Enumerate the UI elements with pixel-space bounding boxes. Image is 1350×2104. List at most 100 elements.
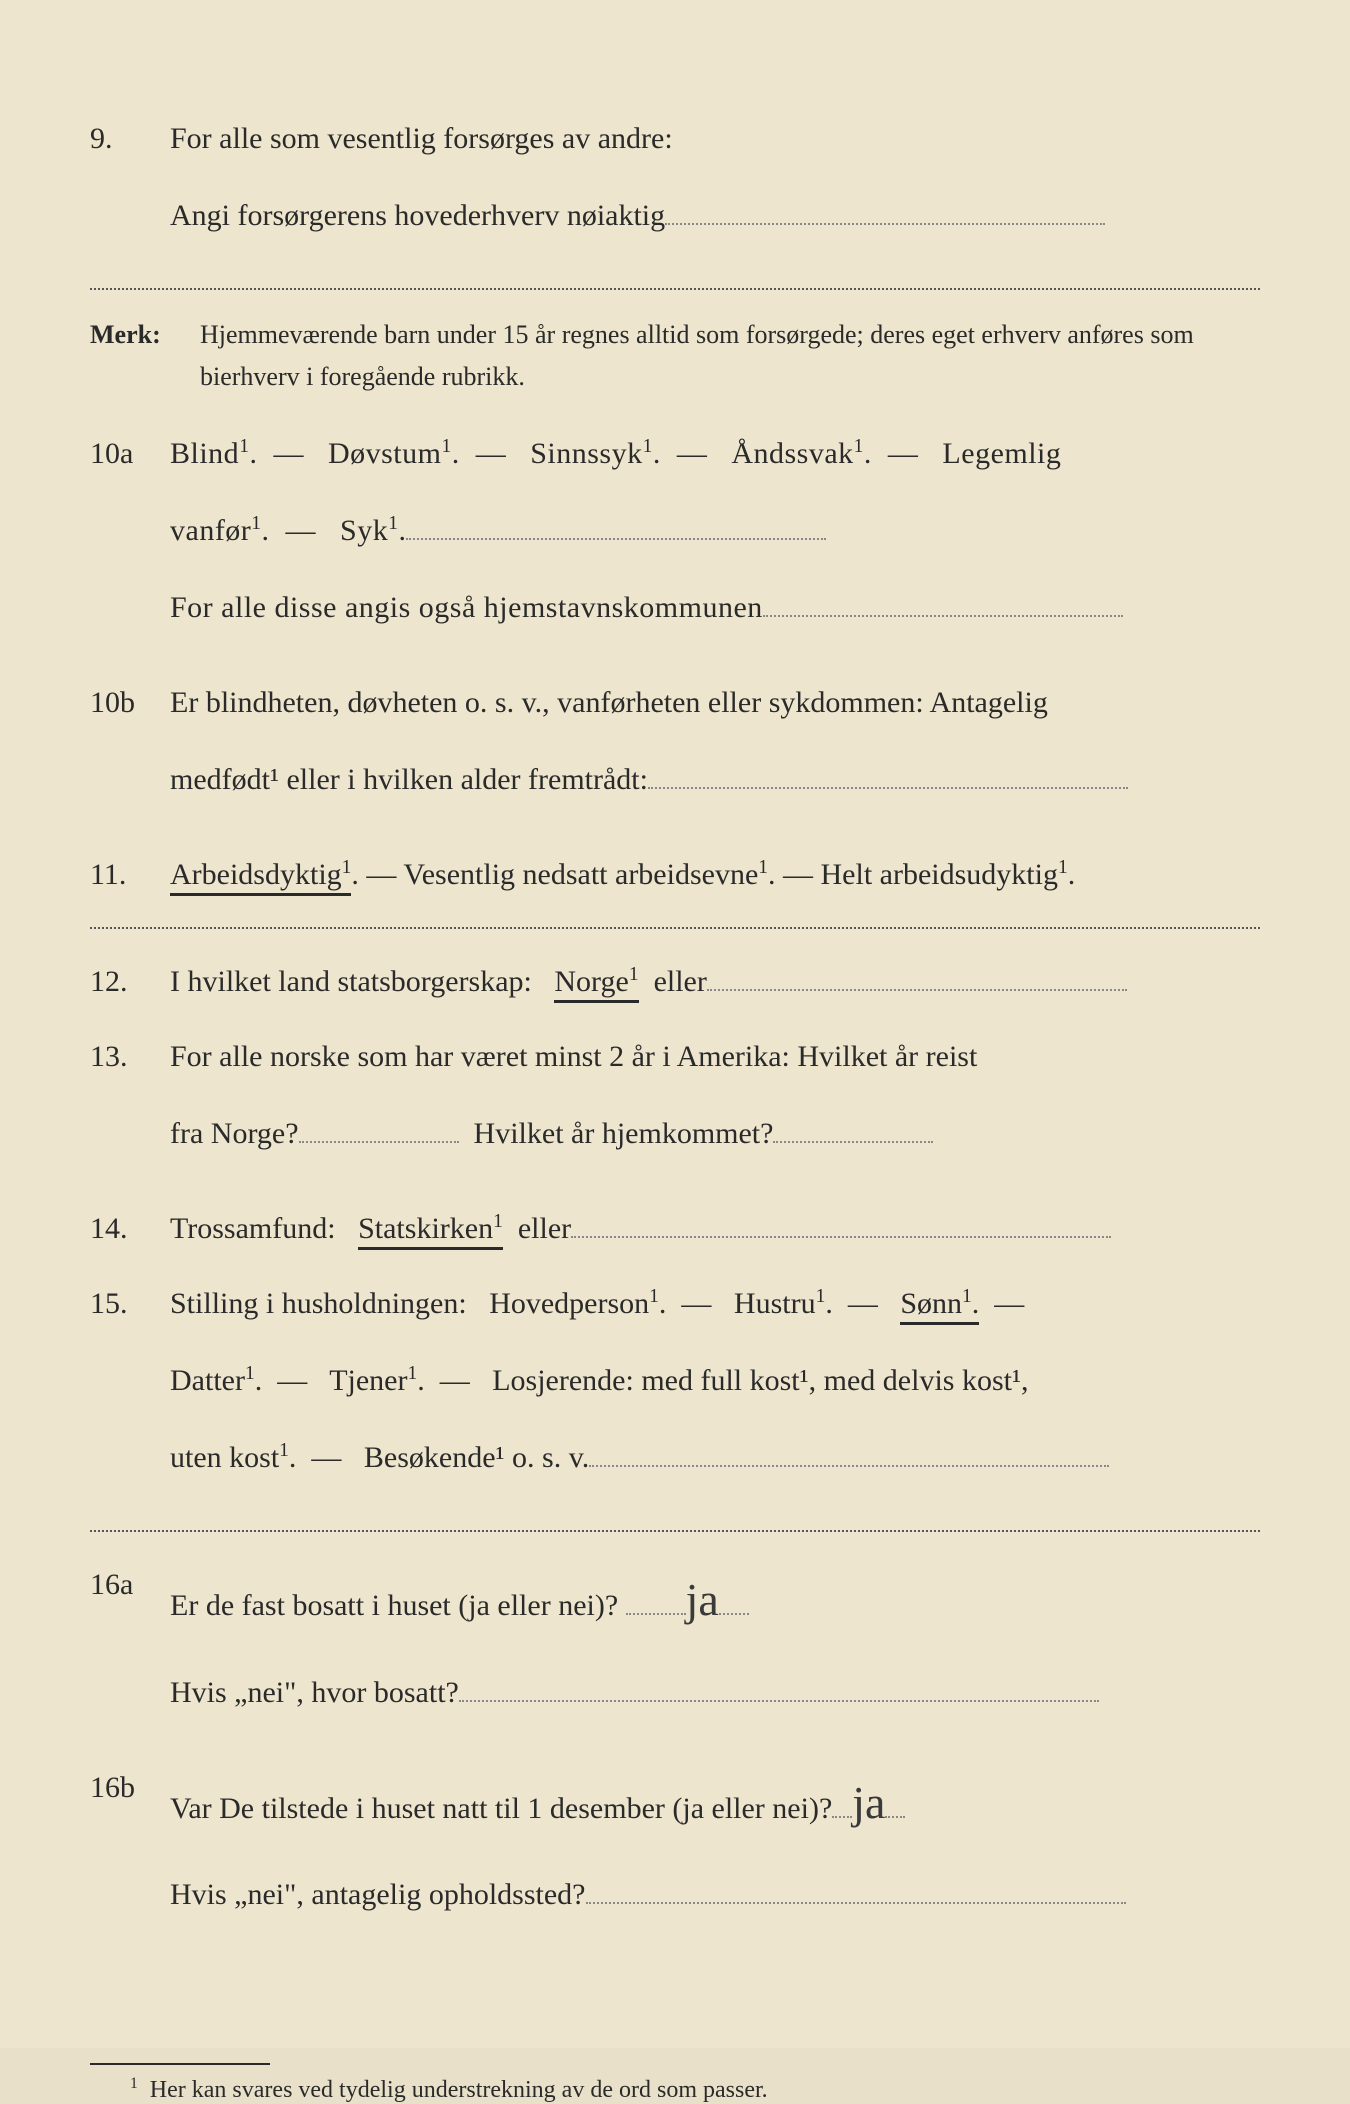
q10a-opt-blind[interactable]: Blind1. bbox=[170, 437, 257, 470]
question-9: 9. For alle som vesentlig forsørges av a… bbox=[90, 110, 1260, 264]
divider-3 bbox=[90, 1530, 1260, 1532]
footnote-text: Her kan svares ved tydelig understreknin… bbox=[150, 2077, 768, 2103]
q15-opt-hustru[interactable]: Hustru1. bbox=[734, 1287, 833, 1320]
q11-opt-arbeidsdyktig[interactable]: Arbeidsdyktig1 bbox=[170, 858, 351, 896]
q16b-fill1a[interactable] bbox=[832, 1783, 852, 1818]
census-form-page: 9. For alle som vesentlig forsørges av a… bbox=[0, 0, 1350, 2048]
q16a-fill1b[interactable] bbox=[719, 1580, 749, 1615]
q16a-line2-wrap: Hvis „nei", hvor bosatt? bbox=[170, 1664, 1260, 1721]
q16a-fill2[interactable] bbox=[459, 1667, 1099, 1702]
question-12: 12. I hvilket land statsborgerskap: Norg… bbox=[90, 953, 1260, 1010]
q16b-question: Var De tilstede i huset natt til 1 desem… bbox=[170, 1792, 832, 1825]
q10a-line3: For alle disse angis også hjemstavnskomm… bbox=[170, 591, 763, 624]
q10a-line2: vanfør1. — Syk1. bbox=[170, 502, 1260, 559]
q15-fill[interactable] bbox=[589, 1432, 1109, 1467]
q15-line3: uten kost1. — Besøkende¹ o. s. v. bbox=[170, 1429, 1260, 1486]
question-14: 14. Trossamfund: Statskirken1 eller bbox=[90, 1200, 1260, 1257]
q12-opt-norge[interactable]: Norge1 bbox=[554, 965, 638, 1003]
q15-opt-sonn[interactable]: Sønn1. bbox=[900, 1287, 979, 1325]
q16b-answer: ja bbox=[852, 1777, 885, 1828]
q10a-opt-sinnssyk[interactable]: Sinnssyk1. bbox=[530, 437, 661, 470]
q11-content: Arbeidsdyktig1. — Vesentlig nedsatt arbe… bbox=[170, 846, 1260, 903]
q15-line1: Stilling i husholdningen: Hovedperson1. … bbox=[170, 1275, 1260, 1332]
q16b-number: 16b bbox=[90, 1759, 170, 1816]
q16a-question: Er de fast bosatt i huset (ja eller nei)… bbox=[170, 1589, 618, 1622]
divider-2 bbox=[90, 927, 1260, 929]
q11-opt-nedsatt[interactable]: Vesentlig nedsatt arbeidsevne1 bbox=[403, 858, 768, 891]
q13-content: For alle norske som har været minst 2 år… bbox=[170, 1028, 1260, 1182]
q16b-content: Var De tilstede i huset natt til 1 desem… bbox=[170, 1759, 1260, 1943]
q15-besokende: Besøkende¹ o. s. v. bbox=[364, 1441, 589, 1474]
question-11: 11. Arbeidsdyktig1. — Vesentlig nedsatt … bbox=[90, 846, 1260, 903]
q13-line1: For alle norske som har været minst 2 år… bbox=[170, 1028, 1260, 1085]
q9-fill[interactable] bbox=[665, 190, 1105, 225]
q14-number: 14. bbox=[90, 1200, 170, 1257]
q15-opt-utenkost[interactable]: uten kost1. bbox=[170, 1441, 296, 1474]
q15-opt-hovedperson[interactable]: Hovedperson1. bbox=[489, 1287, 666, 1320]
q10b-number: 10b bbox=[90, 674, 170, 731]
q16b-fill1b[interactable] bbox=[885, 1783, 905, 1818]
q16a-line2: Hvis „nei", hvor bosatt? bbox=[170, 1676, 459, 1709]
q12-fill[interactable] bbox=[707, 956, 1127, 991]
q9-line1: For alle som vesentlig forsørges av andr… bbox=[170, 110, 1260, 167]
q14-text-b: eller bbox=[518, 1212, 571, 1245]
q13-fill1[interactable] bbox=[299, 1108, 459, 1143]
q10b-line2: medfødt¹ eller i hvilken alder fremtrådt… bbox=[170, 763, 648, 796]
q15-losjerende: Losjerende: med full kost¹, med delvis k… bbox=[492, 1364, 1028, 1397]
q12-text-a: I hvilket land statsborgerskap: bbox=[170, 965, 532, 998]
q16a-fill1a[interactable] bbox=[626, 1580, 686, 1615]
q15-opt-datter[interactable]: Datter1. bbox=[170, 1364, 262, 1397]
q10a-fill1[interactable] bbox=[406, 505, 826, 540]
q16a-answer: ja bbox=[686, 1574, 719, 1625]
q10a-line1: Blind1. — Døvstum1. — Sinnssyk1. — Åndss… bbox=[170, 425, 1260, 482]
q9-number: 9. bbox=[90, 110, 170, 167]
merk-note: Merk: Hjemmeværende barn under 15 år reg… bbox=[90, 314, 1260, 397]
question-16a: 16a Er de fast bosatt i huset (ja eller … bbox=[90, 1556, 1260, 1740]
footnote: 1 Her kan svares ved tydelig understrekn… bbox=[130, 2075, 1260, 2104]
q12-number: 12. bbox=[90, 953, 170, 1010]
q9-content: For alle som vesentlig forsørges av andr… bbox=[170, 110, 1260, 264]
q10a-opt-dovstum[interactable]: Døvstum1. bbox=[328, 437, 460, 470]
q11-opt-udyktig[interactable]: Helt arbeidsudyktig1 bbox=[821, 858, 1068, 891]
q14-fill[interactable] bbox=[571, 1203, 1111, 1238]
q10a-opt-syk[interactable]: Syk1. bbox=[340, 514, 406, 547]
question-13: 13. For alle norske som har været minst … bbox=[90, 1028, 1260, 1182]
q10a-opt-vanfor[interactable]: vanfør1. bbox=[170, 514, 270, 547]
q10a-opt-legemlig-part: Legemlig bbox=[942, 437, 1061, 470]
q15-number: 15. bbox=[90, 1275, 170, 1332]
q15-opt-tjener[interactable]: Tjener1. bbox=[329, 1364, 425, 1397]
q13-line2a: fra Norge? bbox=[170, 1117, 299, 1150]
q16b-line2-wrap: Hvis „nei", antagelig opholdssted? bbox=[170, 1866, 1260, 1923]
q10a-fill2[interactable] bbox=[763, 582, 1123, 617]
q14-content: Trossamfund: Statskirken1 eller bbox=[170, 1200, 1260, 1257]
q14-opt-statskirken[interactable]: Statskirken1 bbox=[358, 1212, 503, 1250]
q15-text-a: Stilling i husholdningen: bbox=[170, 1287, 467, 1320]
divider-1 bbox=[90, 288, 1260, 290]
q13-fill2[interactable] bbox=[773, 1108, 933, 1143]
q10a-line3-wrap: For alle disse angis også hjemstavnskomm… bbox=[170, 579, 1260, 636]
q14-text-a: Trossamfund: bbox=[170, 1212, 336, 1245]
q15-content: Stilling i husholdningen: Hovedperson1. … bbox=[170, 1275, 1260, 1506]
q12-text-b: eller bbox=[654, 965, 707, 998]
merk-text: Hjemmeværende barn under 15 år regnes al… bbox=[200, 314, 1260, 397]
q9-line2: Angi forsørgerens hovederhverv nøiaktig bbox=[170, 199, 665, 232]
q13-number: 13. bbox=[90, 1028, 170, 1085]
q16a-line1: Er de fast bosatt i huset (ja eller nei)… bbox=[170, 1556, 1260, 1643]
q16b-fill2[interactable] bbox=[586, 1869, 1126, 1904]
question-10b: 10b Er blindheten, døvheten o. s. v., va… bbox=[90, 674, 1260, 828]
q16a-number: 16a bbox=[90, 1556, 170, 1613]
q12-content: I hvilket land statsborgerskap: Norge1 e… bbox=[170, 953, 1260, 1010]
q9-line2-wrap: Angi forsørgerens hovederhverv nøiaktig bbox=[170, 187, 1260, 244]
q10a-number: 10a bbox=[90, 425, 170, 482]
q16a-content: Er de fast bosatt i huset (ja eller nei)… bbox=[170, 1556, 1260, 1740]
q11-number: 11. bbox=[90, 846, 170, 903]
q10b-fill[interactable] bbox=[648, 754, 1128, 789]
q10a-opt-andssvak[interactable]: Åndssvak1. bbox=[731, 437, 872, 470]
footnote-rule bbox=[90, 2063, 270, 2065]
question-15: 15. Stilling i husholdningen: Hovedperso… bbox=[90, 1275, 1260, 1506]
q10b-content: Er blindheten, døvheten o. s. v., vanfør… bbox=[170, 674, 1260, 828]
footnote-num: 1 bbox=[130, 2075, 138, 2092]
question-10a: 10a Blind1. — Døvstum1. — Sinnssyk1. — Å… bbox=[90, 425, 1260, 656]
q16b-line1: Var De tilstede i huset natt til 1 desem… bbox=[170, 1759, 1260, 1846]
q16b-line2: Hvis „nei", antagelig opholdssted? bbox=[170, 1878, 586, 1911]
